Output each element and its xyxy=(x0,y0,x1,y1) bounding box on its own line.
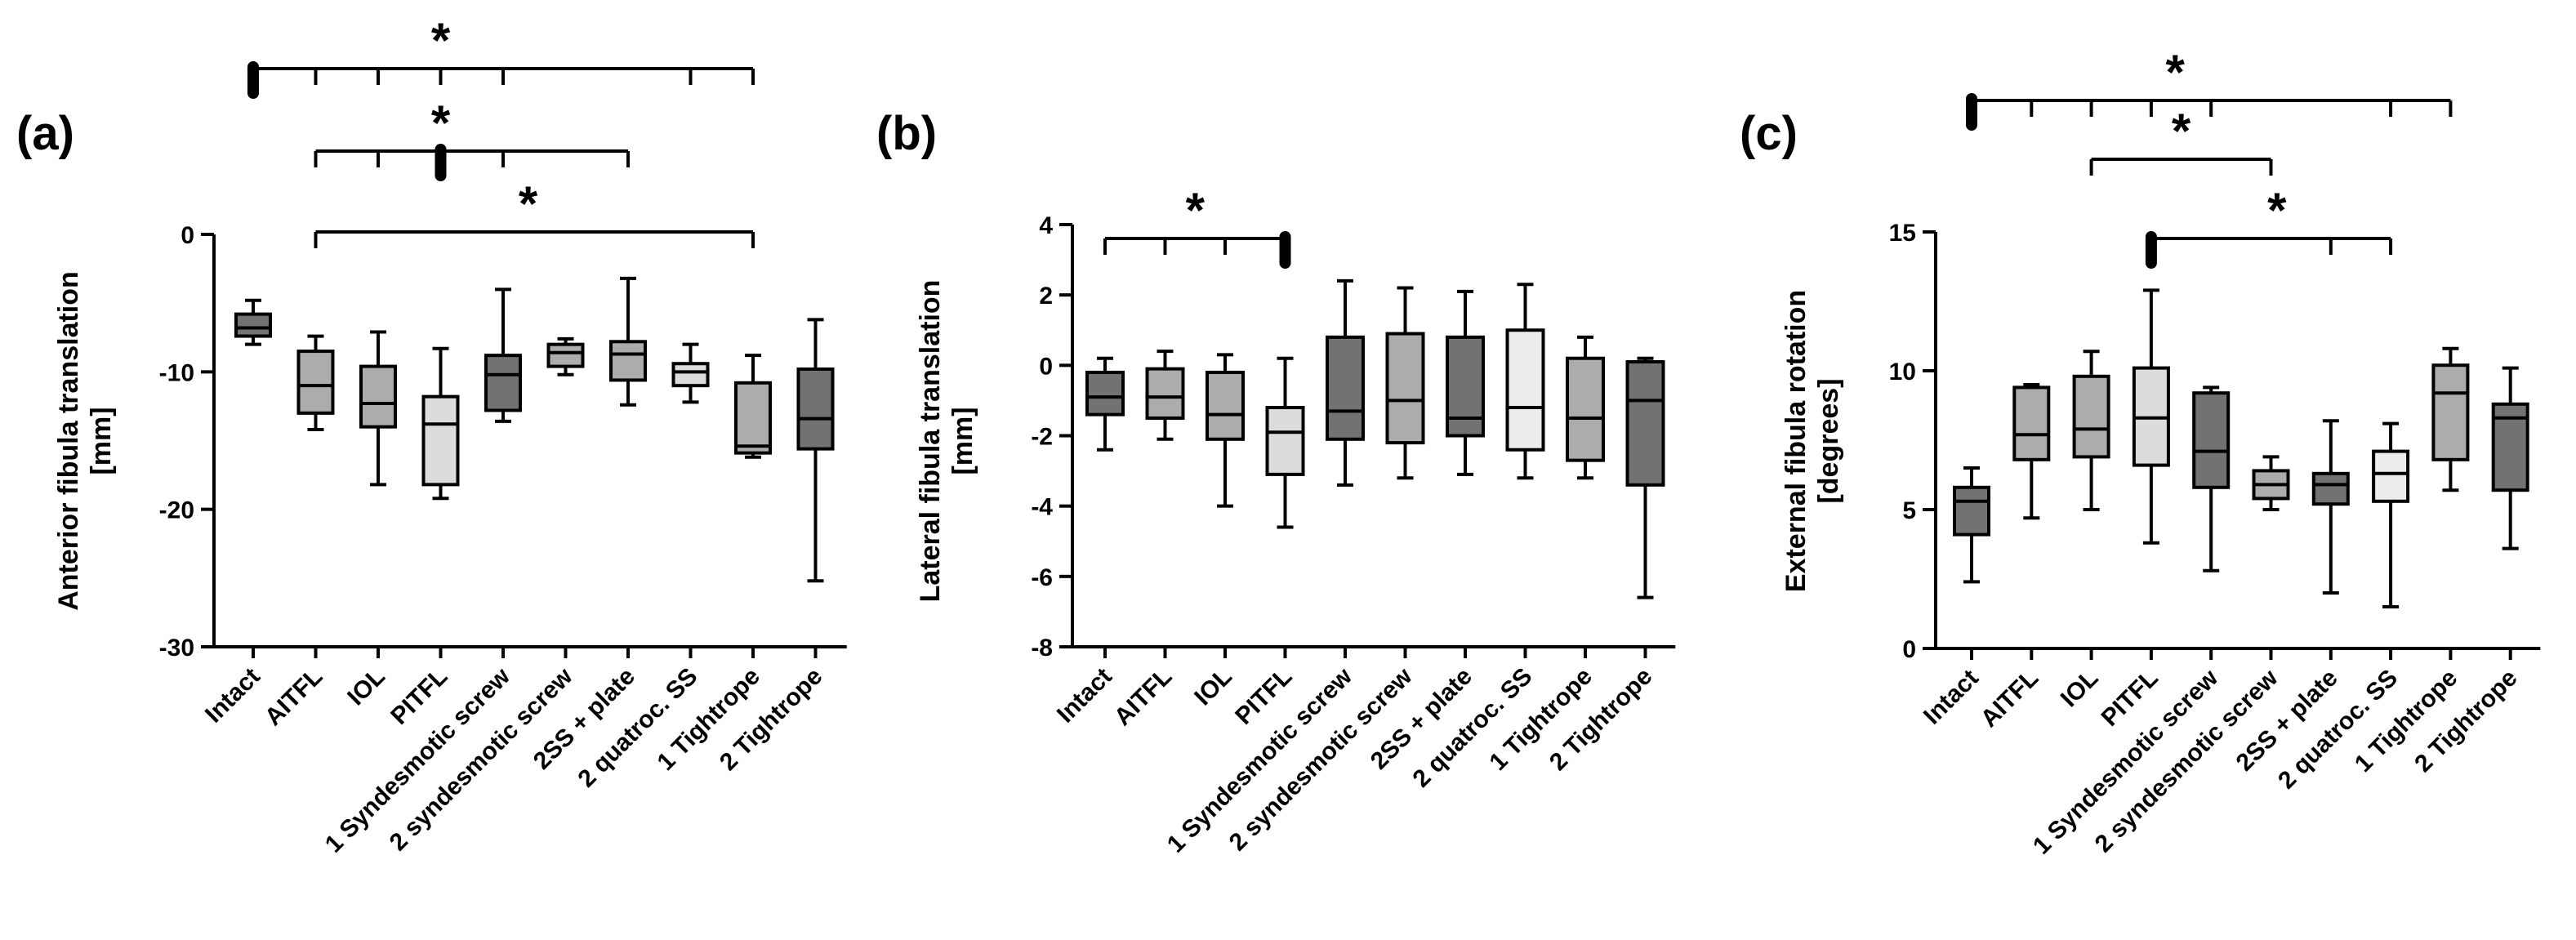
panel-c-significance-star: * xyxy=(2267,183,2287,238)
panel-c-box xyxy=(2072,374,2110,459)
panel-a-box xyxy=(484,354,522,412)
panel-b-y-tick-label: -2 xyxy=(1031,424,1053,451)
panel-b-box xyxy=(1265,406,1305,476)
panel-c-box xyxy=(2372,449,2410,503)
panel-b-y-tick-label: 0 xyxy=(1039,353,1053,380)
panel-a-ylabel-line2: [mm] xyxy=(86,407,117,474)
panel-b-box xyxy=(1385,332,1425,445)
panel-a-significance-star: * xyxy=(431,96,451,150)
panel-b-box xyxy=(1326,335,1365,441)
panel-c-box xyxy=(1953,485,1990,537)
panel-c-ylabel-line1: External fibula rotation xyxy=(1780,290,1812,592)
panel-a-box xyxy=(421,394,460,487)
panel-b-box xyxy=(1206,370,1245,441)
panel-b-ylabel-line2: [mm] xyxy=(947,407,978,474)
panel-b-box xyxy=(1145,367,1185,420)
panel-b-box xyxy=(1085,370,1125,417)
panel-b-y-tick-label: 4 xyxy=(1039,212,1053,239)
panel-b-box xyxy=(1446,335,1485,438)
panel-a: (a) Anterior fibula translation [mm] 0 -1… xyxy=(16,13,847,858)
panel-a-label: (a) xyxy=(16,107,74,160)
panel-b-box xyxy=(1505,328,1545,452)
panel-a-significance-star: * xyxy=(431,13,451,68)
panel-c-box xyxy=(2311,471,2350,506)
panel-a-box xyxy=(234,312,272,338)
panel-a-y-tick-label: 0 xyxy=(180,222,194,249)
panel-a-box xyxy=(734,381,772,455)
panel-c-ylabel: External fibula rotation [degrees] xyxy=(1780,290,1844,592)
panel-a-box xyxy=(796,367,835,451)
panel-c-box xyxy=(2192,391,2231,489)
panel-c-y-tick-label: 5 xyxy=(1902,497,1916,524)
panel-c-y-tick-label: 0 xyxy=(1902,636,1916,663)
panel-b-significance-star: * xyxy=(1186,183,1206,238)
panel-b-y-tick-label: -6 xyxy=(1031,564,1053,591)
panel-a-significance-star: * xyxy=(519,176,538,231)
panel-b-ylabel-line1: Lateral fibula translation xyxy=(915,280,946,603)
panel-b-box xyxy=(1625,360,1665,487)
panel-a-box xyxy=(609,340,647,382)
panel-c-y-tick-label: 10 xyxy=(1889,359,1916,385)
panel-b-y-tick-label: -4 xyxy=(1031,494,1053,521)
panel-c-label: (c) xyxy=(1740,107,1798,160)
panel-c-box xyxy=(2012,385,2051,461)
panel-c-box xyxy=(2431,363,2470,461)
panel-a-y-tick-label: -10 xyxy=(159,359,194,386)
panel-a-box xyxy=(546,342,585,368)
panel-a-box xyxy=(359,364,397,429)
panel-b-y-tick-label: 2 xyxy=(1039,283,1053,310)
panel-b-box xyxy=(1566,356,1605,462)
panel-c-significance-star: * xyxy=(2166,45,2186,100)
panel-a-ylabel-line1: Anterior fibula translation xyxy=(53,271,84,611)
panel-a-box xyxy=(671,362,710,388)
panel-a-box xyxy=(296,350,335,415)
panel-b-ylabel: Lateral fibula translation [mm] xyxy=(915,280,978,603)
panel-a-y-tick-label: -30 xyxy=(159,635,194,662)
panel-b-y-tick-label: -8 xyxy=(1031,635,1053,662)
panel-c-y-tick-label: 15 xyxy=(1889,220,1916,247)
panel-c-significance-star: * xyxy=(2172,104,2191,158)
panel-a-y-tick-label: -20 xyxy=(159,497,194,524)
panel-b-label: (b) xyxy=(876,107,937,160)
panel-c-ylabel-line2: [degrees] xyxy=(1813,378,1844,503)
panel-a-ylabel: Anterior fibula translation [mm] xyxy=(53,271,117,611)
